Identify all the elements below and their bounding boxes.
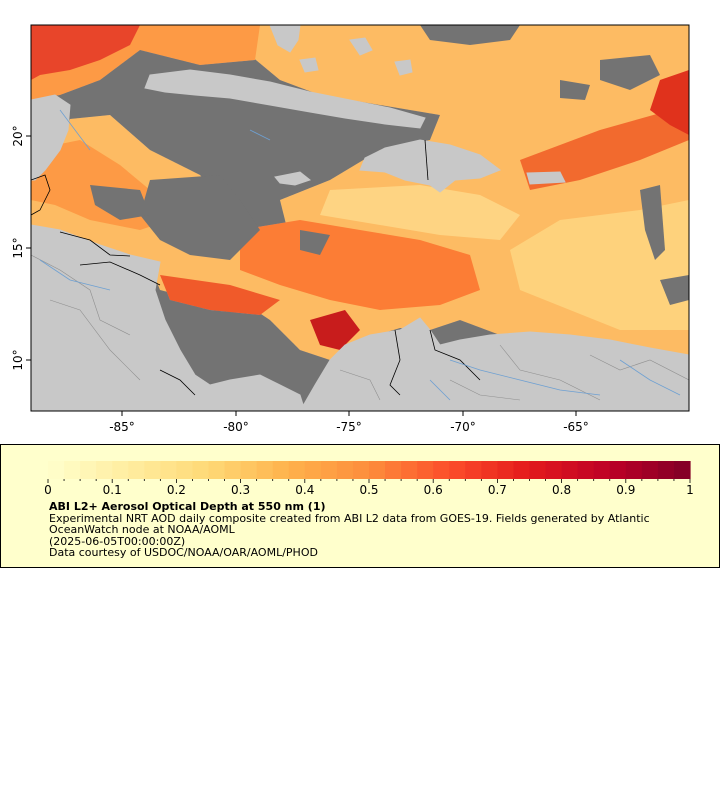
colorbar-tick-label: 0.2 xyxy=(167,483,186,497)
x-tick-label: -80° xyxy=(223,420,249,434)
colorbar-cell xyxy=(224,461,242,479)
x-tick-label: -65° xyxy=(563,420,589,434)
colorbar-cell xyxy=(288,461,306,479)
colorbar-cell xyxy=(401,461,418,479)
admin-borders xyxy=(31,254,689,401)
colorbar-cell xyxy=(192,461,210,479)
x-tick-label: -75° xyxy=(336,420,362,434)
colorbar-cell xyxy=(545,461,563,479)
colorbar: 0 0.1 0.2 0.3 0.4 0.5 0.6 0.7 0.8 0.9 1 xyxy=(44,461,694,497)
colorbar-cell xyxy=(112,461,129,479)
land-puerto-rico xyxy=(526,171,566,185)
colorbar-cell xyxy=(80,461,97,479)
colorbar-tick-label: 0.9 xyxy=(616,483,635,497)
land-florida xyxy=(269,25,301,53)
map-plot-area xyxy=(31,25,689,411)
aod-map: -85° -80° -75° -70° -65° 20° 15° 10° xyxy=(11,24,690,434)
colorbar-tick-label: 0.8 xyxy=(552,483,571,497)
colorbar-cell xyxy=(417,461,434,479)
x-tick-label: -85° xyxy=(109,420,135,434)
x-axis: -85° -80° -75° -70° -65° xyxy=(109,411,589,434)
colorbar-cell xyxy=(256,461,274,479)
colorbar-cell xyxy=(529,461,547,479)
colorbar-cell xyxy=(64,461,81,479)
aod-band-east xyxy=(520,105,689,190)
x-tick-label: -70° xyxy=(450,420,476,434)
y-axis: 20° 15° 10° xyxy=(11,125,31,371)
colorbar-cell xyxy=(561,461,579,479)
aod-high-east xyxy=(650,70,689,135)
colorbar-cell xyxy=(481,461,498,479)
colorbar-cell xyxy=(577,461,595,479)
legend-date: (2025-06-05T00:00:00Z) xyxy=(49,534,186,548)
colorbar-cells xyxy=(48,461,691,479)
colorbar-tick-label: 1 xyxy=(686,483,694,497)
aod-field xyxy=(31,25,689,375)
land-central-america xyxy=(31,224,306,411)
colorbar-cell xyxy=(625,461,643,479)
aod-high-south xyxy=(310,310,360,350)
y-tick-label: 20° xyxy=(11,125,25,146)
colorbar-cell xyxy=(449,461,466,479)
y-tick-label: 10° xyxy=(11,349,25,370)
aod-band-lower xyxy=(160,275,280,315)
colorbar-cell xyxy=(160,461,177,479)
colorbar-tick-label: 0.1 xyxy=(103,483,122,497)
colorbar-cell xyxy=(593,461,611,479)
colorbar-cell xyxy=(673,461,691,479)
colorbar-tick-label: 0.4 xyxy=(295,483,314,497)
legend-description-line: OceanWatch node at NOAA/AOML xyxy=(49,523,235,536)
colorbar-cell xyxy=(385,461,402,479)
country-borders xyxy=(31,139,481,396)
y-tick-label: 15° xyxy=(11,237,25,258)
colorbar-cell xyxy=(128,461,145,479)
colorbar-cell xyxy=(144,461,161,479)
colorbar-tick-label: 0.6 xyxy=(424,483,443,497)
colorbar-labels: 0 0.1 0.2 0.3 0.4 0.5 0.6 0.7 0.8 0.9 1 xyxy=(44,483,694,497)
aod-high-west xyxy=(31,25,140,80)
colorbar-ticks xyxy=(47,479,691,483)
colorbar-cell xyxy=(48,461,65,479)
colorbar-cell xyxy=(369,461,386,479)
colorbar-cell xyxy=(208,461,226,479)
legend-title: ABI L2+ Aerosol Optical Depth at 550 nm … xyxy=(49,500,326,513)
colorbar-cell xyxy=(433,461,450,479)
colorbar-tick-label: 0.3 xyxy=(231,483,250,497)
colorbar-cell xyxy=(657,461,675,479)
colorbar-cell xyxy=(497,461,515,479)
colorbar-cell xyxy=(641,461,659,479)
colorbar-tick-label: 0.5 xyxy=(359,483,378,497)
colorbar-tick-label: 0.7 xyxy=(488,483,507,497)
colorbar-cell xyxy=(609,461,627,479)
colorbar-tick-label: 0 xyxy=(44,483,52,497)
land-jamaica xyxy=(274,171,312,186)
land-cuba xyxy=(144,69,426,129)
colorbar-cell xyxy=(465,461,482,479)
colorbar-cell xyxy=(352,461,370,479)
land-hispaniola xyxy=(359,139,502,193)
colorbar-cell xyxy=(304,461,322,479)
legend-credit: Data courtesy of USDOC/NOAA/OAR/AOML/PHO… xyxy=(49,546,318,559)
colorbar-cell xyxy=(513,461,531,479)
legend-text: ABI L2+ Aerosol Optical Depth at 550 nm … xyxy=(49,501,689,559)
aod-east-yellow xyxy=(510,200,689,330)
colorbar-cell xyxy=(336,461,354,479)
aod-central-yellow xyxy=(320,185,520,240)
rivers xyxy=(39,109,681,401)
colorbar-cell xyxy=(176,461,194,479)
land-yucatan xyxy=(31,94,71,181)
plot-frame xyxy=(30,24,690,412)
colorbar-cell xyxy=(96,461,113,479)
colorbar-cell xyxy=(240,461,258,479)
legend-description-line: Experimental NRT AOD daily composite cre… xyxy=(49,511,650,525)
land-bahamas xyxy=(299,37,413,76)
legend-panel: 0 0.1 0.2 0.3 0.4 0.5 0.6 0.7 0.8 0.9 1 ABI L2+ Ae… xyxy=(0,444,720,568)
colorbar-cell xyxy=(272,461,290,479)
colorbar-cell xyxy=(320,461,338,479)
